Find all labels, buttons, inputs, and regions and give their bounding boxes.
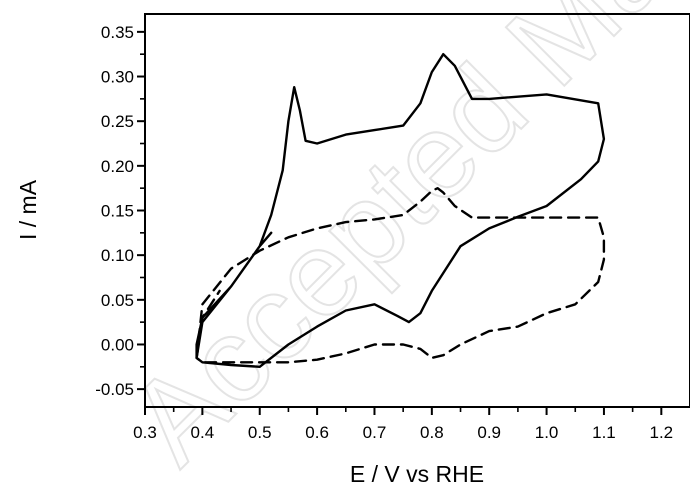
plot-area (195, 53, 606, 368)
y-tick-label: 0.05 (101, 291, 134, 310)
x-tick-label: 1.1 (592, 423, 616, 442)
y-tick-label: 0.25 (101, 112, 134, 131)
watermark: Accepted Manuscript (104, 0, 690, 488)
x-tick-label: 0.6 (305, 423, 329, 442)
y-axis-label: I / mA (15, 179, 41, 240)
x-tick-label: 0.8 (420, 423, 444, 442)
x-tick-label: 0.7 (363, 423, 387, 442)
y-tick-label: 0.30 (101, 68, 134, 87)
x-tick-label: 0.9 (477, 423, 501, 442)
y-tick-label: -0.05 (95, 380, 134, 399)
series-line-solid (195, 53, 606, 368)
x-tick-label: 1.0 (535, 423, 559, 442)
x-tick-label: 0.3 (133, 423, 157, 442)
y-tick-label: 0.35 (101, 23, 134, 42)
axis-ticks: 0.3 0.4 0.5 0.6 0.7 0.8 0.9 1.0 1.1 1.2 -0.05 0.00 0… (95, 23, 673, 442)
y-tick-label: 0.15 (101, 202, 134, 221)
x-axis-label: E / V vs RHE (350, 461, 484, 487)
x-tick-label: 1.2 (649, 423, 673, 442)
y-tick-label: 0.10 (101, 246, 134, 265)
y-tick-label: 0.00 (101, 335, 134, 354)
x-tick-label: 0.5 (248, 423, 272, 442)
x-tick-label: 0.4 (191, 423, 215, 442)
series-line-dashed (195, 187, 606, 364)
y-tick-label: 0.20 (101, 157, 134, 176)
